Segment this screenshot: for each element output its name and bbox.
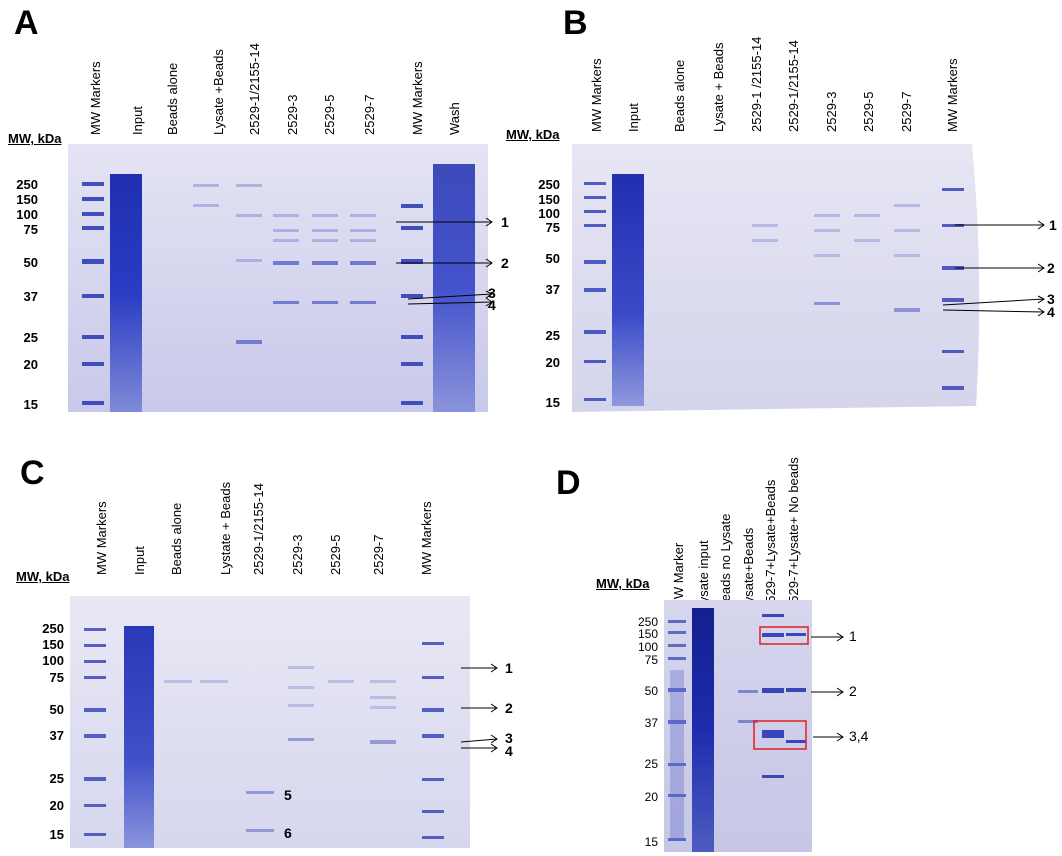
panel-d: D MW, kDa MW Marker Lysate input Beads n… (530, 430, 1062, 856)
mw-tick: 25 (545, 328, 560, 343)
gel-image (68, 144, 488, 412)
mw-tick: 250 (538, 177, 560, 192)
gel-image (572, 144, 980, 412)
band-label: 2 (505, 700, 513, 716)
band-arrows (396, 217, 493, 307)
panel-a: A MW, kDa MW Markers Input Beads alone L… (0, 0, 530, 420)
mw-tick: 25 (644, 757, 658, 771)
band-label: 5 (284, 787, 292, 803)
panel-letter: A (14, 4, 39, 42)
mw-tick: 20 (49, 798, 64, 813)
mw-tick: 15 (49, 827, 64, 842)
mw-tick: 37 (545, 282, 560, 297)
highlight-box (759, 626, 809, 645)
band-label: 3 (1047, 291, 1055, 307)
mw-tick: 50 (23, 255, 38, 270)
band-label: 1 (505, 660, 513, 676)
mw-tick: 150 (637, 627, 658, 641)
band-label: 3 (505, 730, 513, 746)
band-label: 6 (284, 825, 292, 841)
mw-tick: 75 (644, 653, 658, 667)
mw-tick: 37 (644, 716, 658, 730)
band-label: 4 (505, 743, 513, 759)
mw-axis-title: MW, kDa (16, 569, 70, 584)
mw-tick: 100 (637, 640, 658, 654)
mw-tick: 250 (42, 621, 64, 636)
mw-tick: 37 (49, 728, 64, 743)
mw-tick: 50 (545, 251, 560, 266)
mw-tick: 37 (23, 289, 38, 304)
mw-tick: 25 (49, 771, 64, 786)
band-label: 1 (849, 628, 857, 644)
mw-tick: 75 (545, 220, 560, 235)
panel-c: C MW, kDa MW Markers Input Beads alone L… (0, 430, 530, 856)
band-arrows (460, 663, 498, 753)
band-label: 1 (501, 214, 509, 230)
band-label: 4 (488, 297, 496, 313)
mw-tick: 20 (545, 355, 560, 370)
panel-letter: D (556, 464, 581, 502)
band-arrows (811, 632, 844, 742)
band-label: 2 (849, 683, 857, 699)
mw-tick: 250 (16, 177, 38, 192)
band-label: 3,4 (849, 728, 869, 744)
mw-tick: 75 (49, 670, 64, 685)
highlight-box (753, 720, 807, 750)
mw-tick: 250 (637, 615, 658, 629)
mw-axis-title: MW, kDa (8, 131, 62, 146)
mw-tick: 20 (23, 357, 38, 372)
mw-tick: 100 (538, 206, 560, 221)
mw-tick: 20 (644, 790, 658, 804)
mw-tick: 15 (23, 397, 38, 412)
mw-tick: 100 (42, 653, 64, 668)
mw-axis-title: MW, kDa (596, 576, 650, 591)
mw-tick: 150 (16, 192, 38, 207)
mw-axis-title: MW, kDa (506, 127, 560, 142)
panel-b: B MW, kDa MW Markers Input Beads alone L… (500, 0, 1062, 420)
band-label: 1 (1049, 217, 1057, 233)
gel-image (664, 600, 812, 852)
mw-tick: 50 (644, 684, 658, 698)
mw-tick: 75 (23, 222, 38, 237)
mw-tick: 50 (49, 702, 64, 717)
band-label: 2 (501, 255, 509, 271)
band-label: 2 (1047, 260, 1055, 276)
mw-tick: 25 (23, 330, 38, 345)
mw-tick: 100 (16, 207, 38, 222)
band-arrows (942, 220, 1045, 317)
panel-letter: C (20, 454, 45, 492)
mw-tick: 15 (545, 395, 560, 410)
mw-tick: 15 (644, 835, 658, 849)
gel-image (70, 596, 470, 848)
band-label: 3 (488, 285, 496, 301)
panel-letter: B (563, 4, 588, 42)
mw-tick: 150 (538, 192, 560, 207)
mw-tick: 150 (42, 637, 64, 652)
band-label: 4 (1047, 304, 1055, 320)
